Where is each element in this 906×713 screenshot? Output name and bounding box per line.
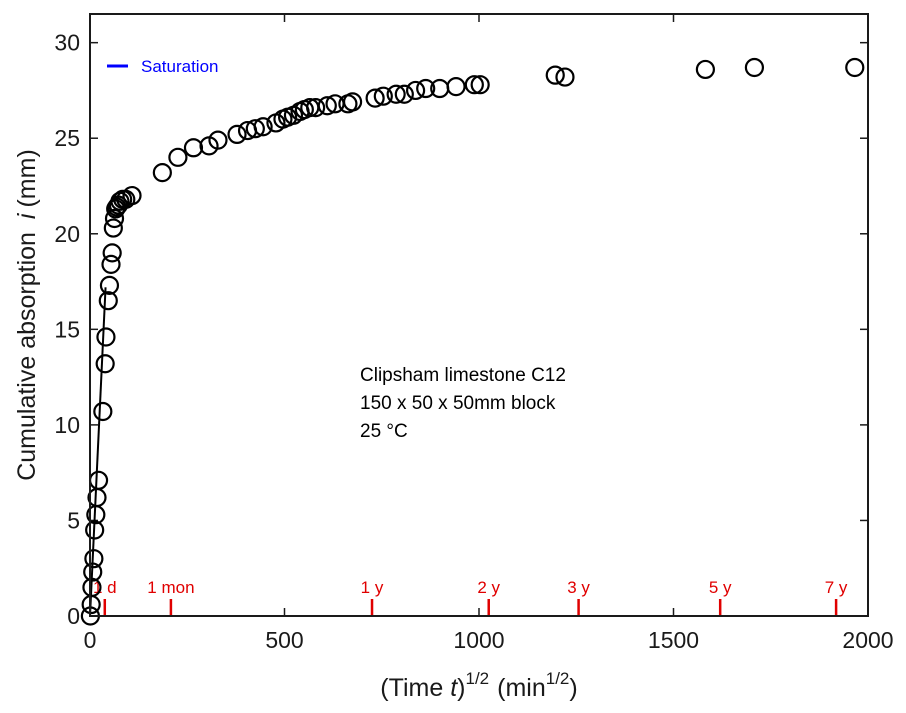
data-point [152,163,172,183]
data-point [227,124,247,144]
fit-line [89,287,107,617]
x-tick-label: 1000 [453,627,504,653]
annotation-line-1: Clipsham limestone C12 [360,365,566,386]
y-axis-title-prefix: Cumulative absorption [13,225,41,481]
time-marker-label: 2 y [477,578,500,597]
data-point [845,57,865,78]
data-point [85,520,105,540]
plot-frame [89,13,869,617]
x-tick-label: 1500 [648,627,699,653]
data-point [253,117,273,137]
legend: Saturation [107,57,219,76]
x-tick-label: 2000 [842,627,893,653]
y-tick-label: 30 [54,30,80,56]
data-point [101,254,121,274]
y-axis-title-var: i [13,212,41,219]
fit-line-group [89,287,107,617]
data-point [245,119,265,139]
x-axis-title-var: t [450,674,458,702]
time-marker-label: 7 y [825,578,848,597]
y-tick-label: 15 [54,316,80,342]
annotation-line-2: 150 x 50 x 50mm block [360,393,556,414]
legend-saturation-label: Saturation [141,57,219,76]
x-axis-title: (Time t)1/2 (min1/2) [380,669,577,702]
x-axis-title-prefix: (Time [380,674,450,702]
data-point [317,96,337,116]
time-marker-label: 1 y [361,578,384,597]
data-point [168,147,188,167]
y-tick-label: 10 [54,412,80,438]
time-marker-label: 5 y [709,578,732,597]
data-point [93,401,113,422]
x-axis-title-unit-pre: (min [497,674,546,702]
axis-ticks: 0 500 1000 1500 2000 0 5 10 15 20 25 30 [54,14,894,653]
x-axis-title-sup2: 1/2 [546,669,570,688]
data-point [104,208,125,229]
data-point [464,75,484,95]
y-tick-label: 5 [67,507,80,533]
data-point [744,57,765,78]
time-marker-label: 1 mon [147,578,194,597]
data-point [183,138,204,158]
data-point [122,185,142,206]
data-point [365,88,385,108]
data-point [99,275,120,295]
data-point [96,327,116,347]
x-tick-label: 0 [84,627,97,653]
data-point [208,130,228,150]
data-point [103,218,123,238]
data-point [545,65,565,85]
data-point [470,75,490,95]
data-point [98,291,118,311]
data-point [416,78,436,99]
data-point [83,562,103,582]
y-axis-title: Cumulative absorption i (mm) [13,149,41,481]
time-marker-label: 3 y [567,578,590,597]
annotation: Clipsham limestone C12 150 x 50 x 50mm b… [360,365,566,442]
y-axis-title-unit: (mm) [13,149,41,207]
data-point [342,92,363,112]
data-point [555,67,575,87]
data-point [102,243,122,263]
data-point [695,59,715,80]
x-axis-title-unit-post: ) [569,674,577,702]
x-axis-title-sup1: 1/2 [465,669,489,688]
x-axis-title-mid: ) [457,674,465,702]
y-tick-label: 25 [54,125,80,151]
data-points [80,57,865,626]
y-tick-label: 20 [54,221,80,247]
data-point [95,354,115,374]
data-point [386,84,406,104]
plot-area [90,14,868,616]
data-point [405,80,426,101]
data-point [373,86,393,106]
data-point [394,84,414,104]
x-tick-label: 500 [265,627,303,653]
data-point [306,98,326,118]
data-point [82,577,102,597]
annotation-line-3: 25 °C [360,421,408,442]
data-point [84,549,104,569]
data-point [446,77,466,97]
y-tick-label: 0 [67,603,80,629]
